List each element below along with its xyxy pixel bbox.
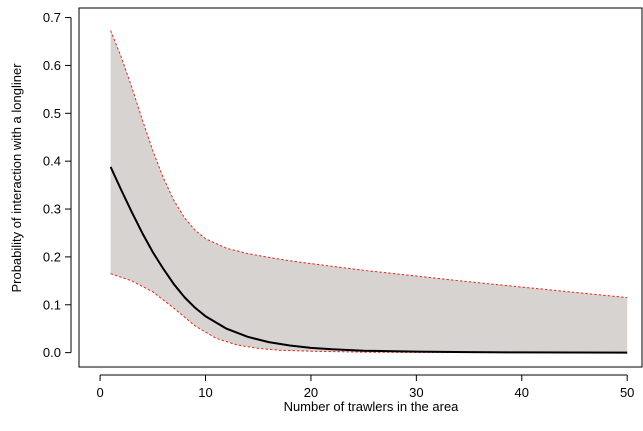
plot-border (78, 7, 643, 368)
y-axis-title: Probability of interaction with a longli… (9, 63, 24, 293)
y-tick-label: 0.3 (43, 202, 61, 217)
x-tick-label: 0 (96, 385, 103, 400)
upper-bound-line (110, 30, 628, 299)
y-tick-label: 0.5 (43, 106, 61, 121)
plot-area (78, 7, 643, 368)
x-tick-label: 30 (409, 385, 423, 400)
x-tick-label: 10 (198, 385, 212, 400)
x-tick-label: 20 (304, 385, 318, 400)
y-tick-label: 0.1 (43, 297, 61, 312)
confidence-band (110, 30, 628, 353)
y-tick-label: 0.4 (43, 154, 61, 169)
y-tick-label: 0.2 (43, 249, 61, 264)
x-axis-title: Number of trawlers in the area (284, 399, 460, 414)
x-tick-label: 40 (515, 385, 529, 400)
lower-bound-line (110, 273, 628, 354)
x-tick-label: 50 (620, 385, 634, 400)
y-tick-label: 0.0 (43, 345, 61, 360)
fitted-line (109, 166, 628, 354)
y-tick-label: 0.6 (43, 58, 61, 73)
y-axis: 0.0 0.1 0.2 0.3 0.4 0.5 0.6 0.7 (43, 10, 72, 360)
y-tick-label: 0.7 (43, 10, 61, 25)
x-axis: 0 10 20 30 40 50 (96, 374, 634, 400)
